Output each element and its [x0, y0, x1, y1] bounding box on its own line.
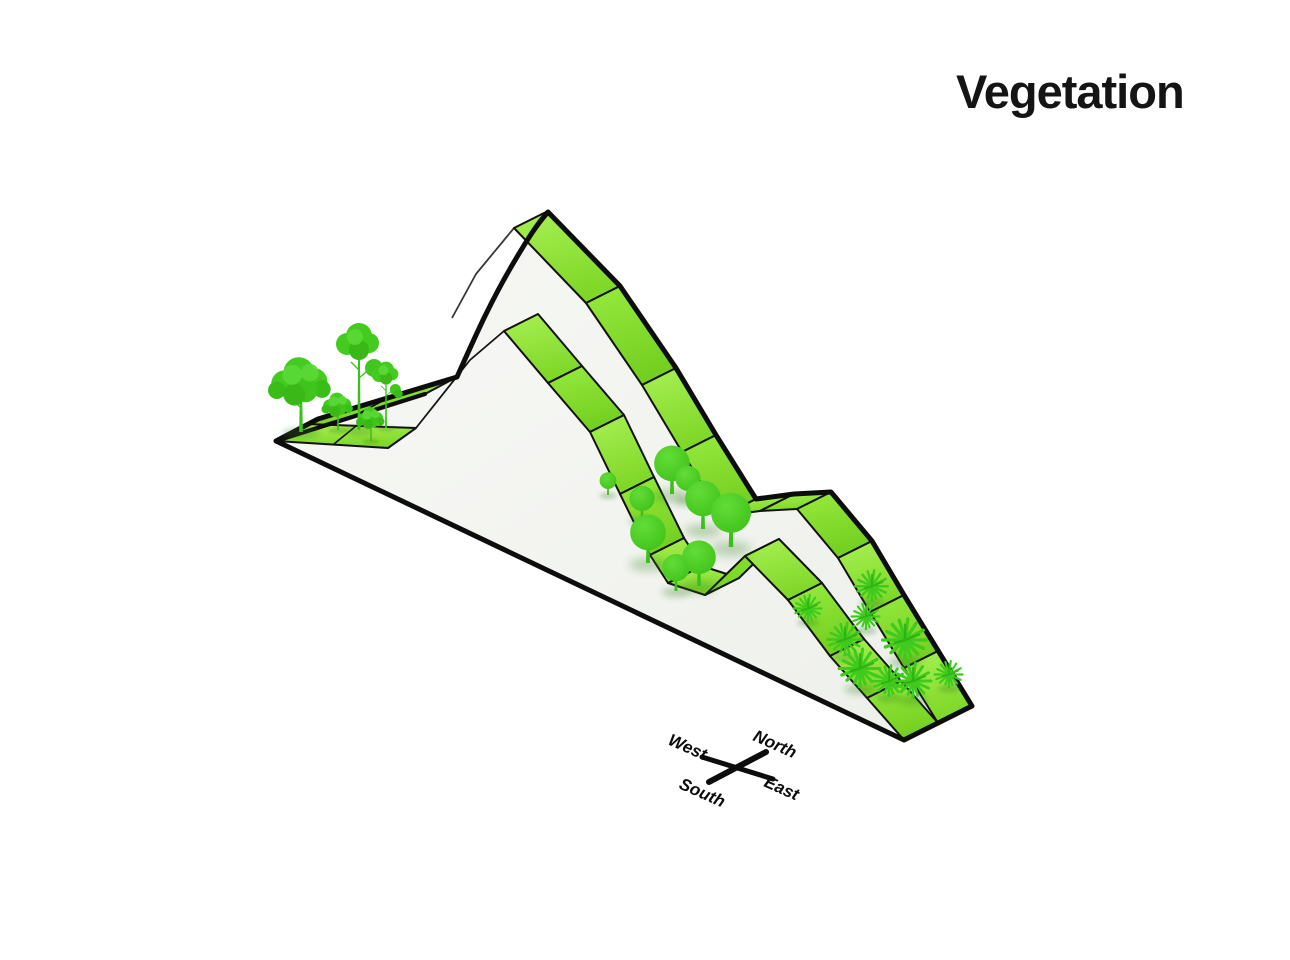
back-slab-ridge-line	[451, 227, 515, 319]
compass-rose: West North South East	[665, 726, 803, 811]
terrain-outline	[273, 209, 975, 743]
compass-label-south: South	[676, 774, 728, 811]
round-canopy-tree	[599, 472, 617, 499]
round-canopy-tree	[710, 493, 752, 556]
compass-label-east: East	[761, 772, 803, 805]
round-canopy-tree	[681, 540, 716, 593]
round-canopy-tree	[629, 515, 666, 572]
terrain-model	[273, 209, 975, 743]
back-ridge-vegetation-band	[513, 210, 973, 724]
compass-axis-west-east	[699, 754, 776, 782]
diagram-title: Vegetation	[956, 65, 1185, 118]
terrain-front-slab-face	[276, 331, 904, 740]
front-slab-ridge-line	[415, 330, 505, 429]
